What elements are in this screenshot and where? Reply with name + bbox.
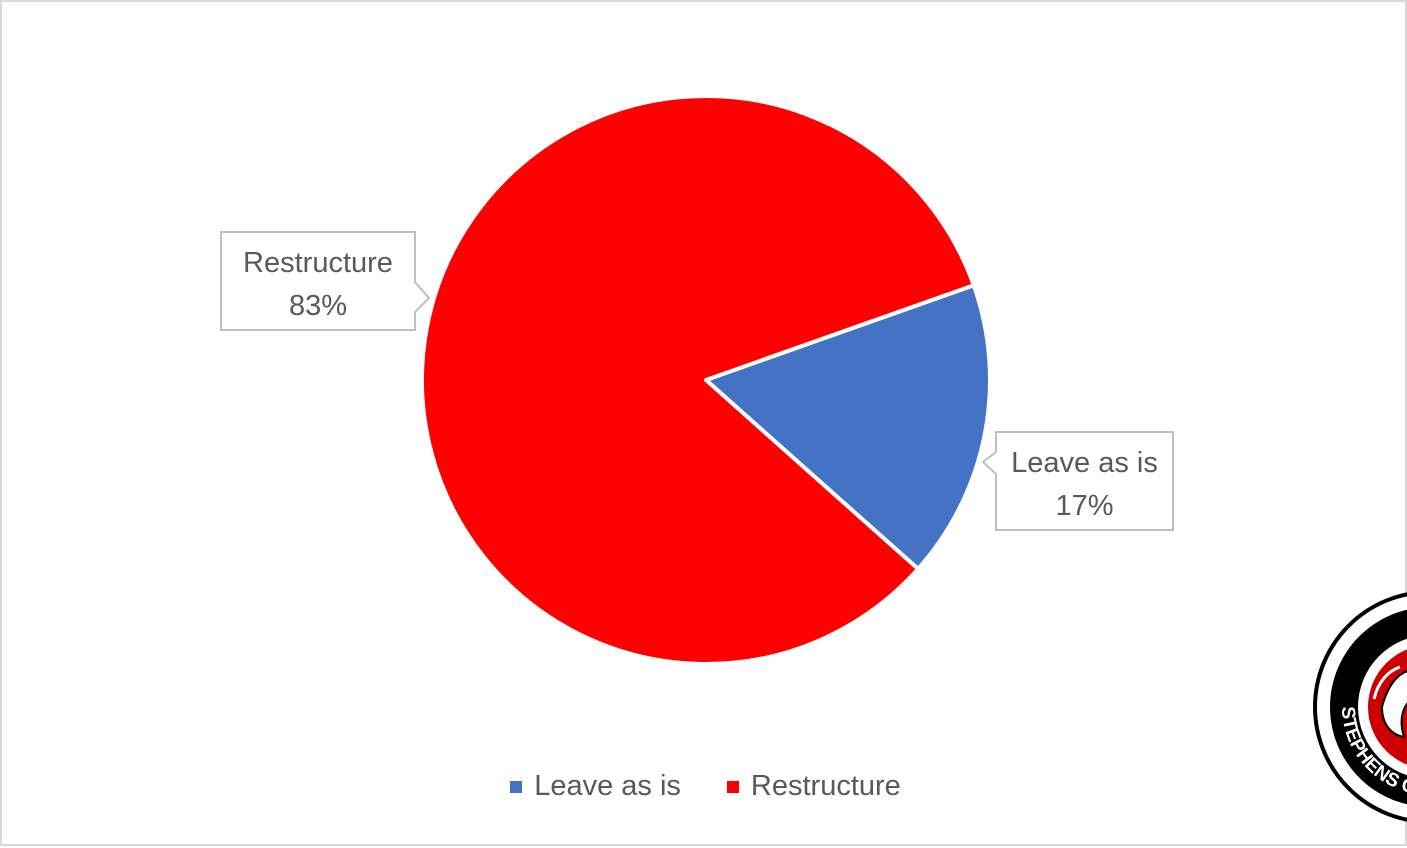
legend-item-leave-as-is: Leave as is [510,770,681,803]
data-label-value-restructure: 83% [289,290,347,322]
legend-label-restructure: Restructure [750,770,901,802]
callout-box-leave-as-is [981,431,1174,531]
callout-box-restructure [220,231,431,331]
data-label-value-leave-as-is: 17% [1055,490,1113,522]
pie-slice-restructure [420,94,976,666]
pie-slices [420,94,992,666]
college-seal-icon: STEPHENS C [1313,592,1407,822]
data-label-callouts: Leave as is 17% Restructure 83% [220,231,1174,531]
data-label-category-leave-as-is: Leave as is [1011,447,1158,479]
legend-label-leave-as-is: Leave as is [534,770,681,802]
data-label-category-restructure: Restructure [243,247,393,279]
chart-legend: Leave as is Restructure [2,770,1407,803]
legend-item-restructure: Restructure [726,770,901,803]
legend-swatch-restructure [726,780,739,793]
legend-swatch-leave-as-is [510,780,523,793]
